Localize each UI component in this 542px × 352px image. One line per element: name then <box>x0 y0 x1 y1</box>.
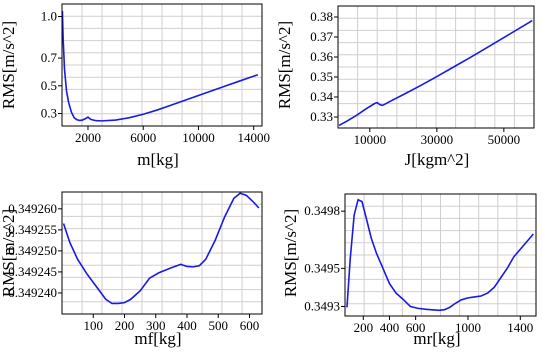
y-tick-label: 0.349260 <box>8 201 57 216</box>
y-tick-label: 0.35 <box>310 69 333 84</box>
grid <box>62 192 262 314</box>
grid <box>338 6 534 128</box>
x-tick-label: 1000 <box>455 320 481 335</box>
y-tick-label: 0.3495 <box>304 260 340 275</box>
y-tick-label: 0.37 <box>310 29 333 44</box>
x-tick-label: 500 <box>209 318 229 333</box>
y-tick-label: 0.349255 <box>8 222 57 237</box>
grid <box>345 194 536 316</box>
plot-frame <box>344 193 537 317</box>
x-tick-label: 400 <box>177 318 197 333</box>
y-tick-label: 0.5 <box>41 78 57 93</box>
y-tick-label: 0.349245 <box>8 264 57 279</box>
x-tick-label: 100 <box>84 318 104 333</box>
x-tick-label: 1400 <box>507 320 533 335</box>
y-tick-label: 0.36 <box>310 49 333 64</box>
y-tick-label: 0.34 <box>310 89 333 104</box>
y-axis-title: RMS[m/s^2] <box>275 21 294 109</box>
plot-frame <box>61 191 263 315</box>
y-tick-label: 0.33 <box>310 109 333 124</box>
y-axis-title: RMS[m/s^2] <box>0 21 18 109</box>
series-line-1 <box>346 198 534 312</box>
chart-panel-1: 2000 6000 10000 14000 0.3 0.5 0.7 1.0 m[kg] RMS[m… <box>0 3 270 169</box>
series-line-1 <box>61 10 259 122</box>
series-line-1 <box>62 192 260 305</box>
x-tick-label: 600 <box>406 320 426 335</box>
y-tick-label: 0.3 <box>41 106 57 121</box>
y-tick-label: 0.3493 <box>304 298 340 313</box>
y-tick-label: 1.0 <box>41 8 57 23</box>
plot-frame <box>337 5 535 129</box>
x-tick-label: 10000 <box>182 130 215 145</box>
chart-panel-3: 100 200 300 400 500 600 0.349240 0.349245 0.3492… <box>0 191 263 348</box>
plot-frame <box>61 3 263 127</box>
x-axis-title: m[kg] <box>137 150 179 169</box>
x-tick-label: 200 <box>115 318 135 333</box>
x-tick-label: 400 <box>380 320 400 335</box>
x-axis-title: J[kgm^2] <box>405 150 470 169</box>
y-tick-label: 0.38 <box>310 9 333 24</box>
y-tick-label: 0.349250 <box>8 243 57 258</box>
grid <box>62 4 262 126</box>
x-axis-title: mr[kg] <box>413 329 460 348</box>
x-tick-label: 2000 <box>75 130 101 145</box>
x-tick-label: 300 <box>146 318 166 333</box>
chart-panel-4: 200 400 600 1000 1400 0.3493 0.3495 0.3498 mr[kg… <box>281 193 537 348</box>
y-tick-label: 0.349240 <box>8 285 57 300</box>
series-line-1 <box>338 19 533 127</box>
x-axis-title: mf[kg] <box>134 329 181 348</box>
y-tick-label: 0.3498 <box>304 203 340 218</box>
y-axis-title: RMS[m/s^2] <box>0 209 18 297</box>
y-tick-label: 0.7 <box>41 50 58 65</box>
x-tick-label: 10000 <box>354 132 387 147</box>
x-tick-label: 14000 <box>237 130 270 145</box>
x-tick-label: 50000 <box>488 132 521 147</box>
x-tick-label: 600 <box>240 318 260 333</box>
y-axis-title: RMS[m/s^2] <box>281 209 300 297</box>
x-tick-label: 6000 <box>130 130 156 145</box>
x-tick-label: 200 <box>354 320 374 335</box>
chart-panel-2: 10000 30000 50000 0.33 0.34 0.35 0.36 0.37 0.38 J… <box>275 5 535 169</box>
x-tick-label: 30000 <box>421 132 454 147</box>
